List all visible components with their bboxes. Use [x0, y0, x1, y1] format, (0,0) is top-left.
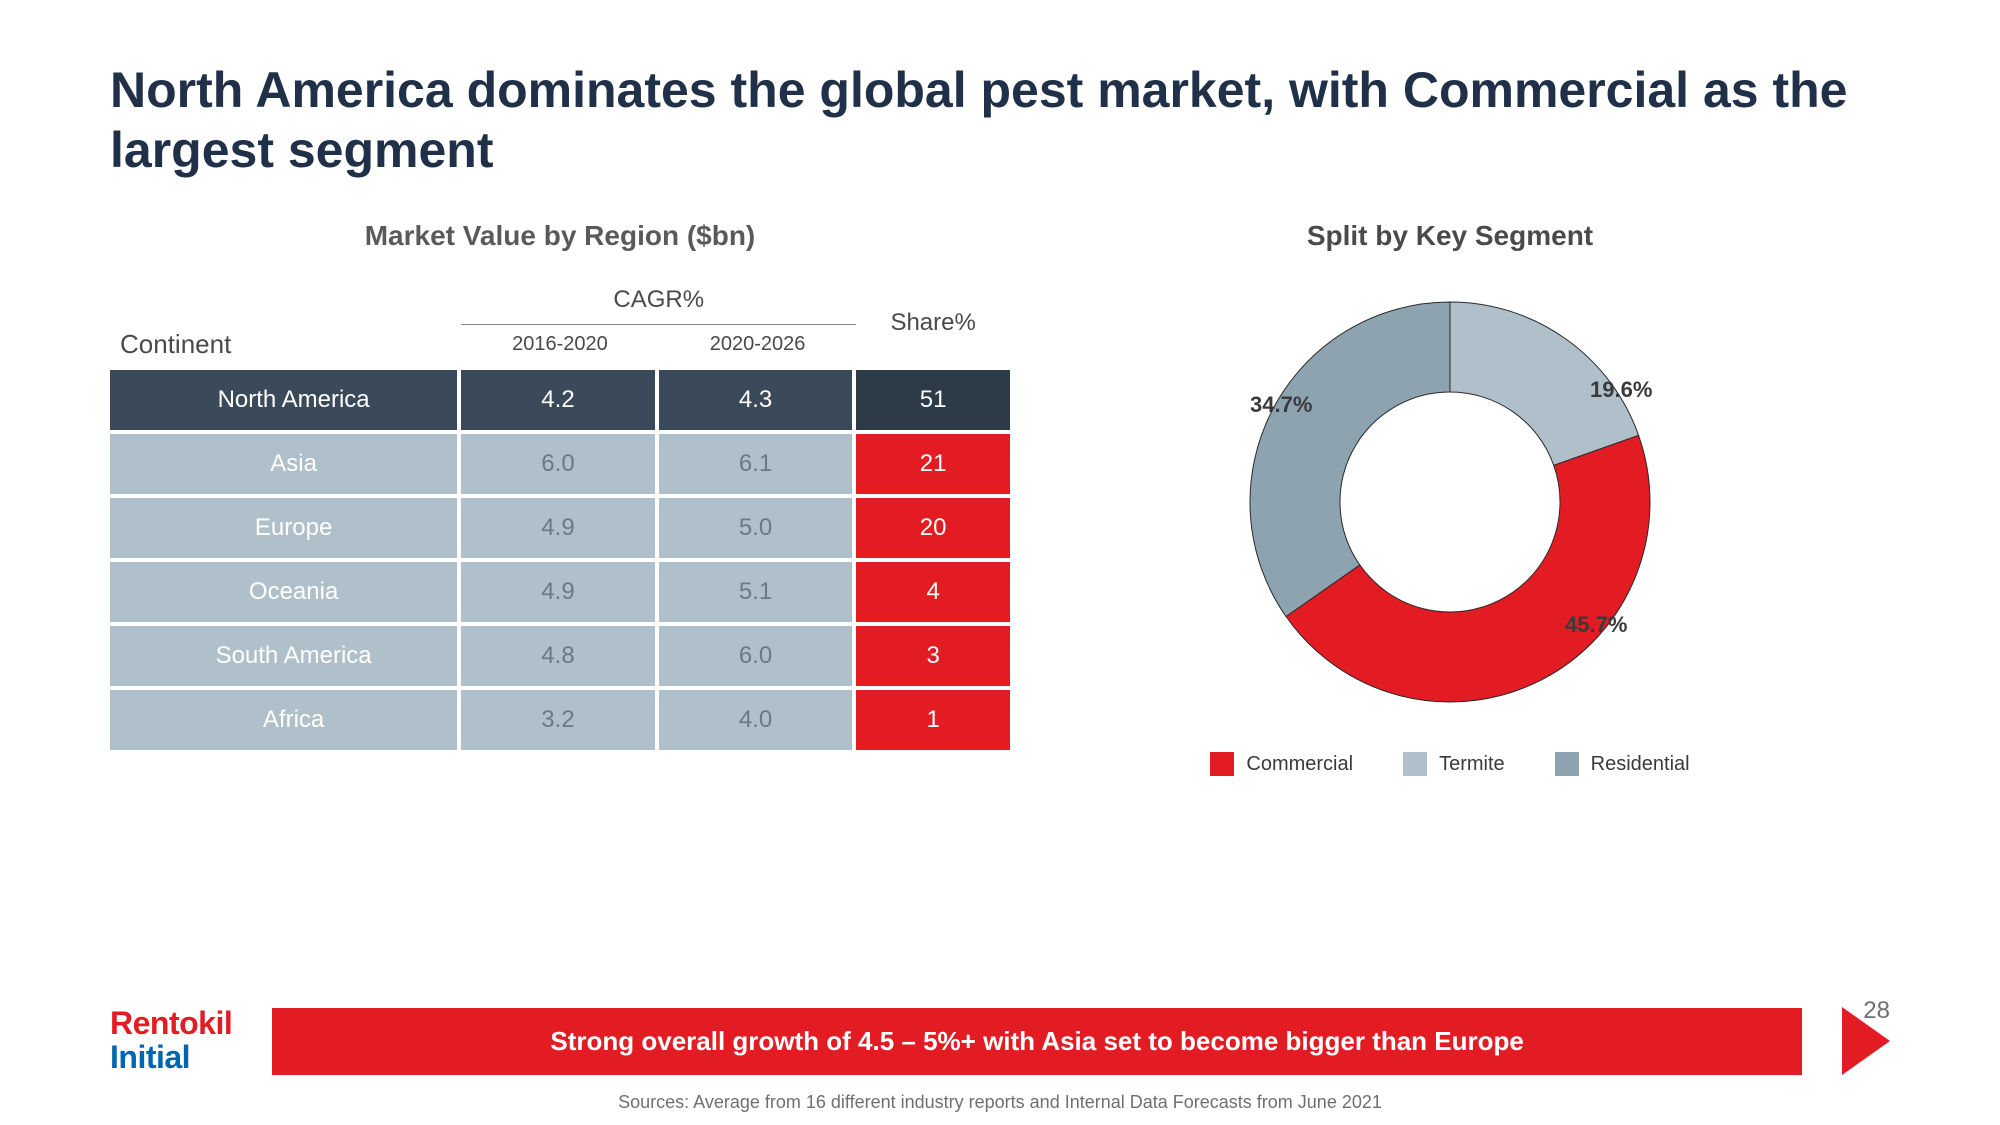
table-cell: 6.0 [659, 626, 857, 690]
th-continent: Continent [110, 280, 461, 370]
donut-title: Split by Key Segment [1130, 220, 1770, 252]
sources-text: Sources: Average from 16 different indus… [0, 1092, 2000, 1113]
table-cell: 6.0 [461, 434, 659, 498]
table-cell: 4.8 [461, 626, 659, 690]
table-cell: Europe [110, 498, 461, 562]
table-cell: 6.1 [659, 434, 857, 498]
legend-item: Residential [1555, 752, 1690, 776]
table-title: Market Value by Region ($bn) [110, 220, 1010, 252]
table-section: Market Value by Region ($bn) Continent C… [110, 220, 1010, 754]
donut-segment-label: 34.7% [1250, 392, 1312, 418]
table-row: Asia6.06.121 [110, 434, 1010, 498]
th-period2: 2020-2026 [659, 325, 857, 370]
table-cell: 1 [856, 690, 1010, 754]
donut-section: Split by Key Segment 19.6% 45.7% 34.7% Com… [1130, 220, 1770, 776]
page-title: North America dominates the global pest … [110, 60, 1890, 180]
table-cell: 4.3 [659, 370, 857, 434]
logo-bottom: Initial [110, 1041, 232, 1075]
table-cell: Asia [110, 434, 461, 498]
table-cell: 5.1 [659, 562, 857, 626]
table-cell: 51 [856, 370, 1010, 434]
table-cell: 4.0 [659, 690, 857, 754]
donut-segment [1250, 302, 1450, 616]
table-row: North America4.24.351 [110, 370, 1010, 434]
table-row: Europe4.95.020 [110, 498, 1010, 562]
table-cell: 20 [856, 498, 1010, 562]
legend-item: Termite [1403, 752, 1505, 776]
legend-swatch [1555, 752, 1579, 776]
legend-label: Residential [1591, 753, 1690, 776]
table-cell: 4.9 [461, 498, 659, 562]
table-row: Africa3.24.01 [110, 690, 1010, 754]
legend-swatch [1403, 752, 1427, 776]
table-row: Oceania4.95.14 [110, 562, 1010, 626]
donut-segment-label: 45.7% [1565, 612, 1627, 638]
table-row: South America4.86.03 [110, 626, 1010, 690]
legend-label: Commercial [1246, 753, 1353, 776]
donut-segment-label: 19.6% [1590, 377, 1652, 403]
table-cell: Africa [110, 690, 461, 754]
legend-label: Termite [1439, 753, 1505, 776]
table-cell: 4.9 [461, 562, 659, 626]
page-number: 28 [1863, 997, 1890, 1025]
donut-legend: Commercial Termite Residential [1130, 752, 1770, 776]
content-row: Market Value by Region ($bn) Continent C… [110, 220, 1890, 776]
table-cell: Oceania [110, 562, 461, 626]
table-cell: North America [110, 370, 461, 434]
region-table: Continent CAGR% Share% 2016-2020 2020-20… [110, 280, 1010, 754]
table-cell: 4.2 [461, 370, 659, 434]
legend-swatch [1210, 752, 1234, 776]
table-cell: South America [110, 626, 461, 690]
th-period1: 2016-2020 [461, 325, 659, 370]
brand-logo: Rentokil Initial [110, 1007, 232, 1074]
th-share: Share% [856, 280, 1010, 370]
table-cell: 4 [856, 562, 1010, 626]
table-cell: 5.0 [659, 498, 857, 562]
table-cell: 3 [856, 626, 1010, 690]
footer: Rentokil Initial Strong overall growth o… [0, 1007, 2000, 1075]
table-cell: 21 [856, 434, 1010, 498]
legend-item: Commercial [1210, 752, 1353, 776]
slide: North America dominates the global pest … [0, 0, 2000, 1125]
summary-banner: Strong overall growth of 4.5 – 5%+ with … [272, 1008, 1802, 1075]
table-cell: 3.2 [461, 690, 659, 754]
donut-chart: 19.6% 45.7% 34.7% [1190, 272, 1710, 732]
th-cagr: CAGR% [461, 280, 856, 325]
logo-top: Rentokil [110, 1007, 232, 1041]
